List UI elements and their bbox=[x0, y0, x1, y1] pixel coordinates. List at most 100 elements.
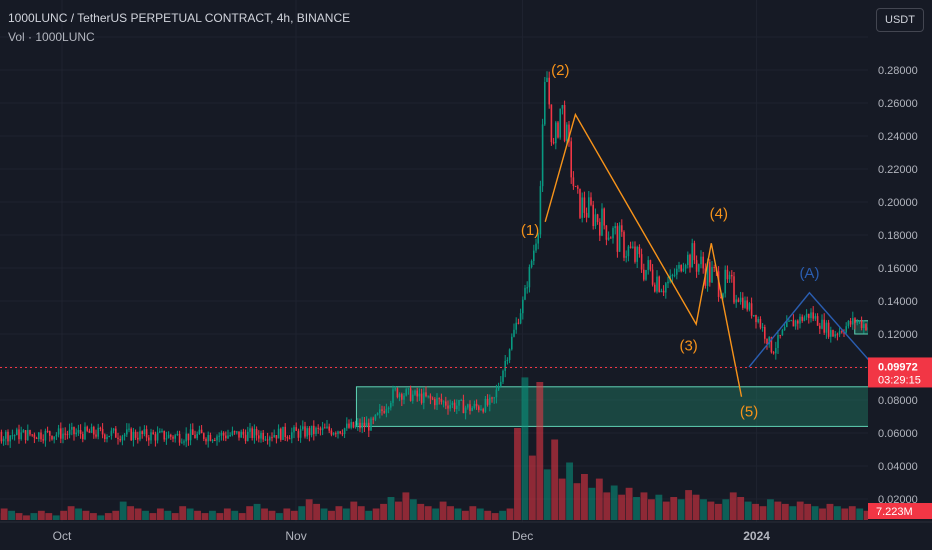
volume-bar bbox=[767, 499, 774, 520]
candle-body bbox=[610, 237, 612, 239]
price-tick[interactable]: 0.06000 bbox=[878, 428, 918, 440]
candle-body bbox=[821, 319, 823, 329]
candle-body bbox=[167, 434, 170, 439]
price-tick[interactable]: 0.24000 bbox=[878, 131, 918, 143]
volume-bar bbox=[186, 508, 194, 520]
volume-bar bbox=[647, 499, 655, 520]
candle-body bbox=[772, 352, 775, 354]
candle-body bbox=[35, 437, 38, 440]
volume-bar bbox=[149, 513, 157, 520]
volume-bar bbox=[662, 501, 670, 520]
candle-body bbox=[84, 426, 86, 440]
volume-legend[interactable]: Vol · 1000LUNC bbox=[8, 30, 95, 44]
chart-grid bbox=[0, 0, 868, 522]
candle-body bbox=[561, 105, 564, 109]
candle-body bbox=[592, 204, 594, 227]
candle-body bbox=[359, 422, 361, 429]
volume-bar bbox=[134, 508, 142, 520]
time-label[interactable]: Oct bbox=[53, 529, 72, 543]
candle-body bbox=[836, 334, 839, 336]
price-tick[interactable]: 0.12000 bbox=[878, 329, 918, 341]
candle-body bbox=[372, 418, 374, 420]
candle-body bbox=[453, 402, 456, 410]
volume-bar bbox=[759, 506, 767, 520]
candle-body bbox=[557, 122, 559, 138]
candle-body bbox=[352, 422, 355, 428]
candle-body bbox=[222, 432, 225, 436]
volume-bar bbox=[588, 487, 596, 520]
candle-body bbox=[51, 435, 53, 440]
candle-body bbox=[218, 435, 220, 437]
time-label[interactable]: Dec bbox=[512, 529, 533, 543]
time-label[interactable]: 2024 bbox=[743, 529, 770, 543]
price-tick[interactable]: 0.22000 bbox=[878, 164, 918, 176]
price-tick[interactable]: 0.04000 bbox=[878, 461, 918, 473]
candle-body bbox=[328, 426, 330, 431]
candle-body bbox=[728, 274, 731, 280]
price-tick[interactable]: 0.20000 bbox=[878, 197, 918, 209]
price-tick[interactable]: 0.18000 bbox=[878, 230, 918, 242]
candle-body bbox=[247, 431, 249, 441]
volume-bar bbox=[409, 499, 417, 520]
price-tick[interactable]: 0.26000 bbox=[878, 98, 918, 110]
volume-bar bbox=[432, 508, 440, 520]
volume-value: 7.223M bbox=[876, 506, 913, 518]
candle-body bbox=[504, 360, 506, 371]
price-tick[interactable]: 0.08000 bbox=[878, 395, 918, 407]
price-tick[interactable]: 0.16000 bbox=[878, 263, 918, 275]
candle-body bbox=[436, 398, 438, 406]
candle-body bbox=[552, 142, 555, 144]
candle-body bbox=[183, 441, 185, 443]
volume-bar bbox=[491, 513, 499, 520]
candle-body bbox=[522, 299, 524, 314]
candle-body bbox=[632, 246, 634, 248]
candle-body bbox=[390, 402, 392, 408]
candle-body bbox=[361, 422, 363, 429]
candle-body bbox=[524, 287, 526, 300]
candle-body bbox=[739, 297, 742, 302]
candle-body bbox=[425, 392, 427, 397]
candle-body bbox=[405, 389, 407, 396]
candle-body bbox=[579, 188, 581, 218]
price-axis-bg bbox=[868, 0, 932, 522]
candle-body bbox=[781, 330, 784, 336]
volume-bar bbox=[469, 506, 477, 520]
candle-body bbox=[407, 388, 410, 390]
currency-button[interactable]: USDT bbox=[876, 8, 924, 32]
candle-body bbox=[544, 82, 546, 125]
volume-bar bbox=[566, 462, 573, 520]
candle-body bbox=[163, 430, 165, 440]
candle-body bbox=[838, 331, 841, 335]
candle-body bbox=[416, 390, 418, 397]
candle-body bbox=[434, 399, 436, 406]
candle-body bbox=[154, 434, 157, 441]
candle-body bbox=[528, 266, 531, 288]
candle-body bbox=[678, 265, 680, 269]
candle-body bbox=[755, 315, 757, 323]
candle-body bbox=[711, 267, 713, 283]
candle-body bbox=[88, 430, 91, 433]
candle-body bbox=[667, 281, 669, 284]
candle-body bbox=[60, 428, 62, 439]
volume-bar bbox=[618, 494, 626, 520]
candle-body bbox=[808, 313, 810, 319]
candle-body bbox=[803, 317, 806, 321]
volume-bar bbox=[104, 513, 112, 520]
candle-body bbox=[460, 399, 462, 401]
volume-bar bbox=[804, 503, 812, 520]
candle-body bbox=[508, 349, 511, 360]
price-tick[interactable]: 0.14000 bbox=[878, 296, 918, 308]
volume-bar bbox=[737, 497, 745, 520]
candle-body bbox=[348, 423, 350, 428]
symbol-title[interactable]: 1000LUNC / TetherUS PERPETUAL CONTRACT, … bbox=[8, 11, 351, 25]
volume-bar bbox=[752, 503, 759, 520]
candle-body bbox=[148, 437, 150, 441]
candle-body bbox=[330, 430, 333, 435]
volume-bar bbox=[528, 455, 536, 520]
time-axis-bg bbox=[0, 522, 932, 550]
candle-body bbox=[5, 431, 7, 439]
time-label[interactable]: Nov bbox=[285, 529, 306, 543]
price-tick[interactable]: 0.28000 bbox=[878, 65, 918, 77]
